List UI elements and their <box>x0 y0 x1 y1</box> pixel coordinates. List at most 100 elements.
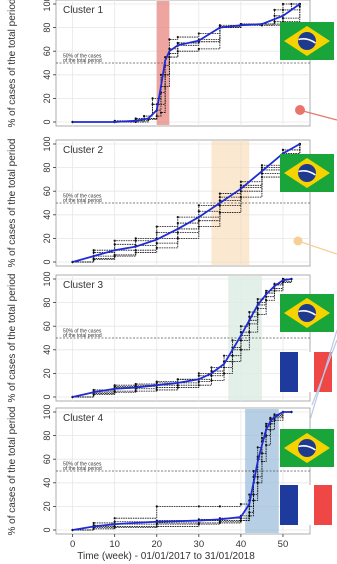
cluster-member-point <box>273 8 276 11</box>
cluster-member-point <box>92 393 95 396</box>
cluster-member-line <box>72 144 301 263</box>
panel-title: Cluster 1 <box>63 5 103 16</box>
cluster-member-point <box>168 56 171 59</box>
cluster-member-point <box>197 219 200 222</box>
cluster-member-point <box>256 481 259 484</box>
cluster-member-point <box>222 372 226 375</box>
y-tick-label: 0 <box>42 394 52 399</box>
y-axis-label-1: % of cases of the total period <box>7 0 18 127</box>
cluster-member-point <box>155 523 158 526</box>
cluster-member-point <box>155 242 158 245</box>
cluster-member-point <box>197 380 200 383</box>
cluster-member-point <box>248 493 251 496</box>
connector-pointer-1 <box>295 105 337 121</box>
y-tick-label: 0 <box>42 119 52 124</box>
x-tick-label: 10 <box>109 539 120 550</box>
y-axis-label-4: % of cases of the total period <box>7 407 18 536</box>
cluster-member-point <box>218 204 221 207</box>
panel-title: Cluster 2 <box>63 145 103 156</box>
series-group <box>71 277 293 399</box>
cluster-member-point <box>113 255 116 258</box>
cluster-member-point <box>197 505 200 508</box>
cluster-member-point <box>218 192 221 195</box>
cluster-member-point <box>155 246 158 249</box>
y-tick-label: 100 <box>42 404 52 419</box>
cluster-member-point <box>176 41 179 45</box>
connector-line-4 <box>309 329 337 421</box>
cluster-member-point <box>256 297 259 301</box>
threshold-label: 50% of the cases <box>63 194 102 200</box>
threshold-label: 50% of the cases <box>63 329 102 335</box>
cluster-member-point <box>155 115 158 118</box>
cluster-member-point <box>298 5 301 8</box>
y-tick-label: 20 <box>42 368 52 378</box>
cluster-member-point <box>252 469 255 473</box>
y-tick-label: 80 <box>42 298 52 308</box>
cluster-member-point <box>210 369 213 373</box>
cluster-member-point <box>210 379 213 382</box>
cluster-member-point <box>197 210 200 213</box>
cluster-member-point <box>218 199 221 202</box>
cluster-member-line <box>72 411 292 531</box>
y-tick-label: 60 <box>42 454 52 464</box>
cluster-member-point <box>134 117 137 120</box>
cluster-member-point <box>265 422 268 425</box>
y-tick-label: 60 <box>42 186 52 196</box>
connector-pointer-2 <box>293 236 337 255</box>
cluster-member-point <box>248 511 251 514</box>
median-line <box>72 278 292 398</box>
cluster-member-point <box>260 432 264 435</box>
median-line <box>72 3 301 123</box>
y-tick-label: 20 <box>42 93 52 103</box>
cluster-member-point <box>273 20 276 23</box>
france-flag-icon <box>280 352 332 392</box>
cluster-member-point <box>273 419 276 422</box>
cluster-member-point <box>265 289 268 292</box>
cluster-member-point <box>168 47 171 50</box>
cluster-member-point <box>197 225 200 228</box>
y-tick-label: 80 <box>42 431 52 441</box>
cluster-member-point <box>176 35 179 39</box>
y-tick-label: 100 <box>42 0 52 12</box>
cluster-member-point <box>239 339 242 342</box>
cluster-member-point <box>155 386 158 389</box>
cluster-member-point <box>155 505 158 508</box>
y-tick-label: 0 <box>42 527 52 532</box>
cluster-member-point <box>151 97 154 100</box>
threshold-label: of the total period <box>63 58 102 64</box>
cluster-member-point <box>113 385 116 388</box>
brazil-flag-icon <box>280 294 334 332</box>
cluster-member-point <box>134 251 137 254</box>
brazil-flag-icon <box>280 429 334 467</box>
cluster-member-point <box>197 32 200 35</box>
cluster-member-point <box>239 180 242 183</box>
panel-title: Cluster 4 <box>63 413 103 424</box>
cluster-member-line <box>72 144 301 263</box>
brazil-flag-icon <box>280 154 334 192</box>
cluster-member-point <box>281 17 285 20</box>
cluster-member-line <box>72 4 301 123</box>
x-tick-label: 50 <box>278 539 289 550</box>
cluster-member-point <box>197 384 200 387</box>
cluster-member-point <box>239 502 242 506</box>
cluster-member-point <box>134 390 137 393</box>
cluster-member-point <box>260 452 264 455</box>
cluster-member-point <box>134 237 137 240</box>
cluster-member-point <box>176 384 179 387</box>
cluster-member-point <box>176 237 179 240</box>
cluster-member-point <box>256 446 259 449</box>
cluster-member-point <box>210 374 213 377</box>
cluster-member-point <box>260 172 264 175</box>
cluster-member-point <box>168 38 171 41</box>
cluster-member-point <box>218 211 221 214</box>
cluster-member-point <box>239 196 242 199</box>
threshold-label: of the total period <box>63 333 102 339</box>
brazil-flag-icon <box>280 22 334 60</box>
cluster-member-point <box>260 436 264 440</box>
series-group <box>71 142 301 264</box>
france-flag-icon <box>280 485 332 525</box>
cluster-member-point <box>218 505 221 508</box>
median-line <box>72 411 292 531</box>
cluster-member-point <box>155 388 158 392</box>
